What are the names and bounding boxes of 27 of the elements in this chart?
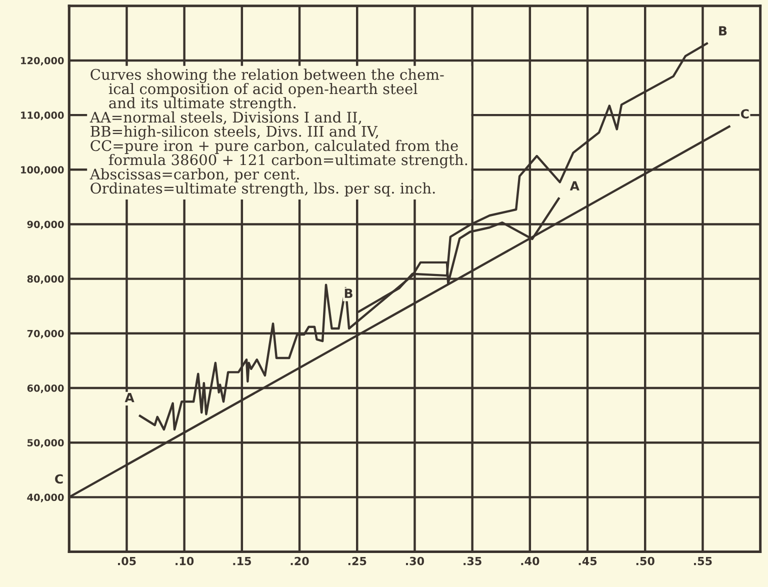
- x-tick-label: .40: [521, 556, 540, 566]
- text: Curves showing the relation between the chem- ical composition of acid open-hearth steel and its ultimate strength. AA=normal steels, Divisions I and II, BB=high-silicon steels, Divs. III and IV, CC=pure iron + pure carbon, calculated from the formula 38600 + 121 carbon=ultimate strength. Abscissas=carbon, per cent. Ordinates=ultimate strength, lbs. per sq. inch.: [90, 68, 468, 197]
- x-tick-label: .05: [118, 556, 136, 566]
- y-tick-label: 80,000: [27, 275, 64, 284]
- text: A: [124, 393, 134, 402]
- x-tick-label: .15: [233, 556, 251, 566]
- series-label: A: [570, 181, 580, 190]
- y-tick-label: 90,000: [27, 220, 64, 230]
- y-tick-label: 60,000: [27, 384, 64, 394]
- y-tick-label: 100,000: [21, 166, 64, 175]
- x-tick-label: .30: [406, 556, 424, 566]
- x-tick-label: .45: [578, 556, 597, 566]
- x-tick-label: .20: [290, 556, 309, 566]
- series-label: C: [740, 109, 749, 119]
- y-tick-label: 120,000: [21, 56, 64, 66]
- x-tick-label: .55: [694, 556, 712, 566]
- x-tick-label: .25: [348, 556, 366, 566]
- series-label: B: [719, 26, 727, 36]
- x-tick-label: .35: [464, 556, 482, 566]
- x-tick-label: .50: [636, 556, 654, 566]
- x-tick-label: .10: [176, 556, 194, 566]
- y-tick-label: 40,000: [27, 494, 64, 502]
- text: B: [344, 288, 352, 298]
- y-tick-label: 50,000: [27, 439, 64, 448]
- y-tick-label: 110,000: [21, 112, 64, 120]
- text: C: [55, 474, 63, 484]
- y-tick-label: 70,000: [27, 330, 64, 338]
